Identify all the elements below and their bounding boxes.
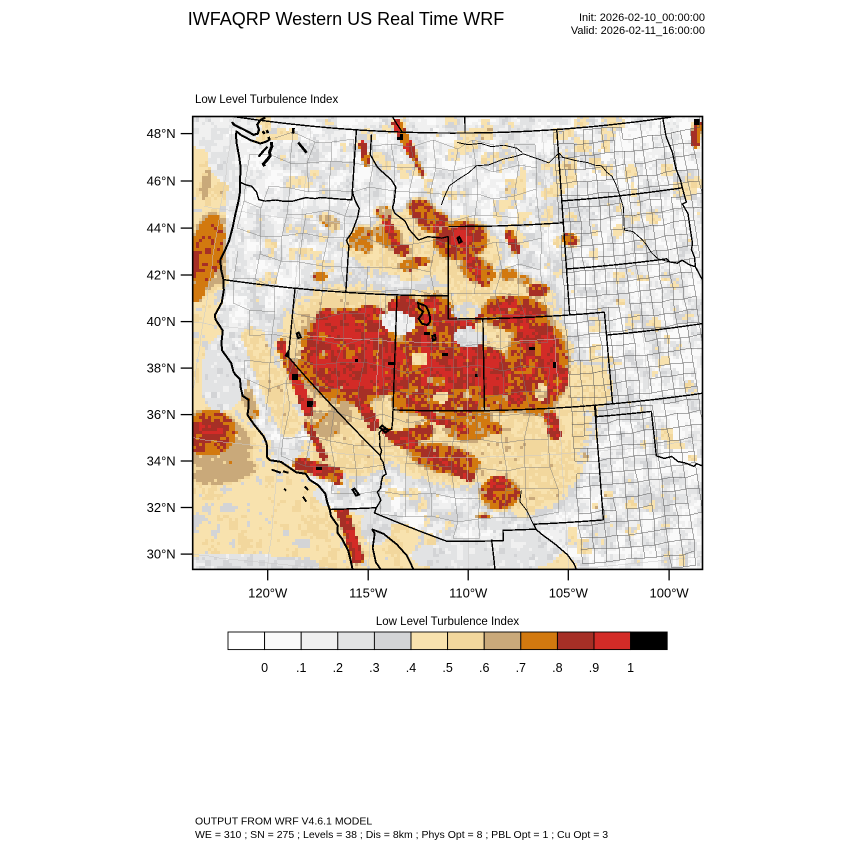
svg-text:.8: .8 bbox=[552, 661, 562, 675]
svg-text:44°N: 44°N bbox=[147, 221, 176, 236]
svg-text:30°N: 30°N bbox=[147, 547, 176, 562]
svg-text:Low Level Turbulence Index: Low Level Turbulence Index bbox=[195, 94, 338, 106]
svg-text:Init: 2026-02-10_00:00:00: Init: 2026-02-10_00:00:00 bbox=[579, 12, 705, 24]
svg-text:46°N: 46°N bbox=[147, 174, 176, 189]
svg-text:110°W: 110°W bbox=[449, 585, 488, 600]
svg-text:Low Level Turbulence Index: Low Level Turbulence Index bbox=[376, 616, 519, 628]
svg-text:120°W: 120°W bbox=[248, 585, 288, 600]
svg-text:42°N: 42°N bbox=[147, 268, 176, 283]
svg-text:105°W: 105°W bbox=[549, 585, 589, 600]
svg-text:115°W: 115°W bbox=[349, 585, 388, 600]
svg-text:34°N: 34°N bbox=[147, 454, 176, 469]
svg-text:Valid: 2026-02-11_16:00:00: Valid: 2026-02-11_16:00:00 bbox=[571, 25, 705, 37]
svg-text:.9: .9 bbox=[589, 661, 599, 675]
svg-text:.7: .7 bbox=[516, 661, 526, 675]
svg-text:.4: .4 bbox=[406, 661, 416, 675]
svg-text:.6: .6 bbox=[479, 661, 489, 675]
svg-text:.5: .5 bbox=[442, 661, 452, 675]
svg-text:32°N: 32°N bbox=[147, 500, 176, 515]
svg-text:.2: .2 bbox=[333, 661, 343, 675]
svg-text:.1: .1 bbox=[296, 661, 306, 675]
svg-text:48°N: 48°N bbox=[147, 126, 176, 141]
svg-text:36°N: 36°N bbox=[147, 407, 176, 422]
svg-text:0: 0 bbox=[261, 661, 268, 675]
svg-text:IWFAQRP Western US Real Time W: IWFAQRP Western US Real Time WRF bbox=[188, 9, 504, 29]
svg-text:40°N: 40°N bbox=[147, 314, 176, 329]
svg-text:.3: .3 bbox=[369, 661, 379, 675]
svg-text:1: 1 bbox=[627, 661, 634, 675]
svg-text:100°W: 100°W bbox=[650, 585, 690, 600]
svg-text:WE = 310 ; SN = 275 ; Levels =: WE = 310 ; SN = 275 ; Levels = 38 ; Dis … bbox=[195, 829, 608, 841]
svg-text:OUTPUT FROM WRF V4.6.1 MODEL: OUTPUT FROM WRF V4.6.1 MODEL bbox=[195, 816, 372, 828]
svg-text:38°N: 38°N bbox=[147, 361, 176, 376]
